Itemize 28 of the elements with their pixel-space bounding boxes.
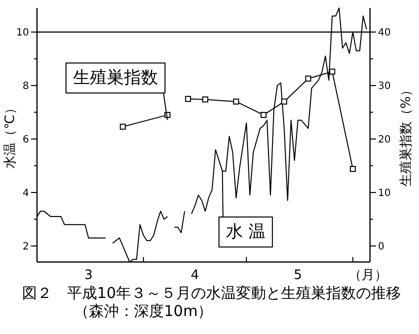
point [233,98,240,105]
y-tick-label: 2 [22,241,29,252]
point [281,98,288,105]
series-label: 生殖巣指数 [73,68,158,88]
y2-tick-label: 0 [378,241,384,252]
y-tick-label: 6 [22,134,29,146]
y2-tick-label: 10 [378,188,391,199]
y-tick-label: 10 [16,28,29,39]
x-tick-label: 3 [84,268,93,283]
x-tick-label: 5 [294,268,302,283]
point [260,112,267,118]
x-tick-label: 4 [190,268,200,283]
y2-tick-label: 30 [378,81,391,92]
point [185,96,192,102]
point [329,68,336,75]
text: 図２ 平成10年３～５月の水温変動と生殖巣指数の推移（森沖：深度10m） [22,284,402,320]
y-tick-label: 4 [22,188,29,199]
y2-tick-label: 20 [378,134,391,146]
y2-axis-title: 生殖巣指数（%） [399,83,414,187]
point [305,76,312,82]
y2-tick-label: 40 [378,28,391,39]
point [120,124,126,130]
x-axis-title: （月） [348,268,388,283]
point [350,166,356,172]
series-label: 水 温 [226,222,266,242]
y-axis-title: 水温（℃） [3,102,18,168]
y-tick-label: 8 [22,81,29,92]
point [202,96,208,102]
